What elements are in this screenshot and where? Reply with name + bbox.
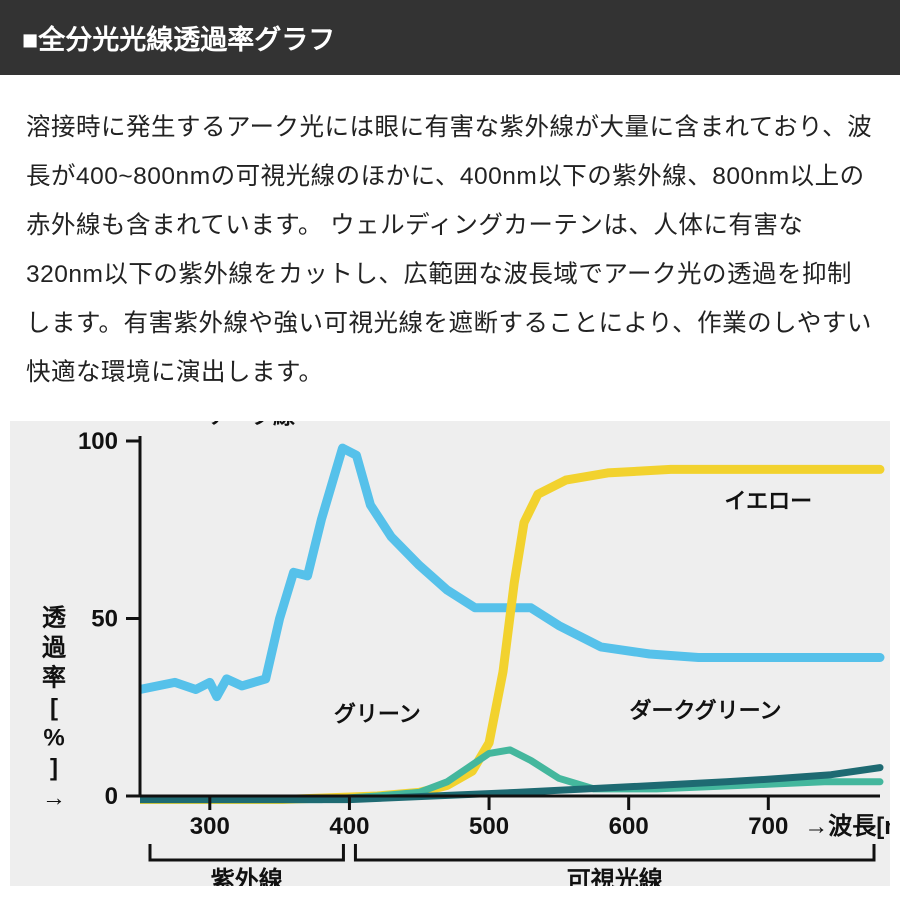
y-axis-title-char: 透 [42,605,67,632]
x-tick-label: 700 [748,813,788,840]
x-tick-label: 300 [190,813,230,840]
title-text: ■全分光光線透過率グラフ [22,25,335,55]
y-axis-title-char: 率 [42,664,66,692]
series-label-darkgreen: ダークグリーン [629,698,781,723]
y-axis-title-char: [ [50,695,58,722]
description-paragraph: 溶接時に発生するアーク光には眼に有害な紫外線が大量に含まれており、波長が400~… [0,75,900,415]
y-tick-label: 50 [91,606,118,633]
y-axis-title-char: % [43,725,64,752]
y-axis-title-char: → [42,785,66,812]
uv-range-label: 紫外線 [211,866,283,886]
x-axis-label: →波長[nm] [804,813,890,840]
y-axis-title-char: ] [50,755,58,782]
description-text: 溶接時に発生するアーク光には眼に有害な紫外線が大量に含まれており、波長が400~… [26,114,872,386]
transmittance-chart: アーク線イエローグリーン ダークグリーン 0 50 100 300 400 500 600 700… [10,421,890,886]
series-label-arc: アーク線 [208,421,295,428]
series-label-yellow: イエロー [724,488,812,513]
chart-container: アーク線イエローグリーン ダークグリーン 0 50 100 300 400 500 600 700… [0,415,900,886]
x-tick-label: 400 [329,813,369,840]
x-tick-label: 600 [609,813,649,840]
y-tick-label: 0 [105,783,118,810]
x-tick-label: 500 [469,813,509,840]
y-axis-title-char: 過 [42,635,67,662]
page-title: ■全分光光線透過率グラフ [0,0,900,75]
visible-range-label: 可視光線 [567,866,663,886]
series-label-green: グリーン [334,701,421,726]
y-tick-label: 100 [78,428,118,455]
